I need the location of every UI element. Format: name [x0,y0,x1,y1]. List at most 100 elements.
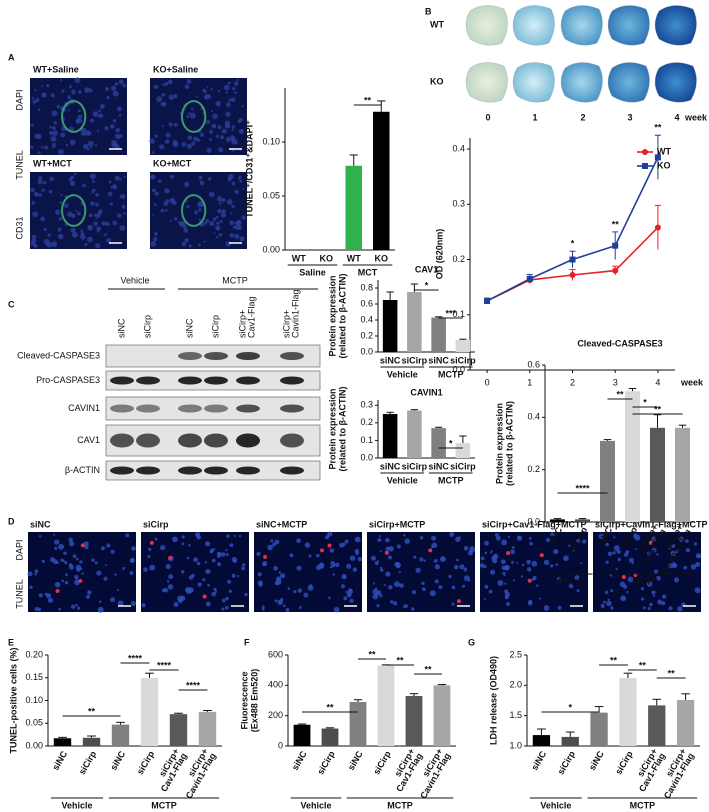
panel-letter: A [8,52,15,62]
nucleus [385,537,390,543]
band [204,352,228,360]
nucleus [42,180,47,185]
nucleus [50,557,56,563]
nucleus [157,179,162,183]
point [654,154,661,161]
nucleus [504,564,510,571]
nucleus [646,581,653,587]
nucleus [270,539,274,543]
nucleus [221,607,225,611]
nucleus [231,128,234,132]
nucleus [330,561,336,566]
nucleus [84,243,88,247]
nucleus [173,94,178,99]
nucleus [604,590,609,595]
nucleus [694,587,701,594]
nucleus [38,534,42,538]
nucleus [96,230,99,233]
nucleus [282,604,286,608]
nucleus [92,111,99,118]
tunel-spot [55,588,60,593]
nucleus [226,534,230,538]
row-label: β-ACTIN [65,465,100,475]
nucleus [490,549,493,552]
nucleus [70,227,76,233]
nucleus [550,564,554,568]
nucleus [44,592,48,596]
bar [675,427,690,522]
band [280,376,304,385]
nucleus [109,202,114,206]
vessel [181,100,207,133]
band [136,376,160,385]
bar [619,678,637,746]
bar [648,705,666,746]
nucleus [219,219,223,223]
nucleus [385,571,391,577]
nucleus [389,600,394,604]
nucleus [180,570,185,574]
nucleus [152,237,158,242]
tunel-spot [539,553,544,558]
nucleus [325,535,330,540]
nucleus [198,243,201,247]
nucleus [115,134,121,140]
nucleus [429,590,436,597]
nucleus [69,139,76,146]
band [236,404,260,413]
nucleus [98,600,102,604]
x-tick-label: KO [320,253,334,263]
nucleus [198,218,202,222]
x-tick-label: siNC [346,749,365,772]
group-label: Vehicle [300,800,331,810]
panel-letter: D [8,516,15,526]
nucleus [84,545,89,550]
nucleus [430,535,437,541]
nucleus [100,546,106,551]
nucleus [193,557,199,563]
nucleus [685,548,691,553]
nucleus [77,109,81,113]
nucleus [68,563,73,567]
group-label: Vehicle [120,275,149,285]
nucleus [67,109,71,112]
nucleus [568,583,574,589]
nucleus [114,573,117,576]
nucleus [90,173,96,180]
significance-label: ** [616,389,624,399]
image-label: siNC [30,519,51,529]
nucleus [216,196,223,202]
bar [293,724,311,746]
nucleus [354,536,361,543]
band [178,352,202,360]
column-label: 2 [580,112,585,122]
nucleus [238,534,242,538]
nucleus [86,147,90,151]
nucleus [431,545,434,548]
tunel-spot [263,554,268,559]
nucleus [459,564,465,570]
nucleus [150,241,157,247]
nucleus [30,187,35,193]
nucleus [488,589,493,594]
nucleus [217,208,222,214]
nucleus [167,584,174,590]
tissue [512,5,555,46]
nucleus [75,564,82,571]
nucleus [60,194,63,197]
nucleus [329,548,335,553]
nucleus [690,564,697,570]
significance-label: * [568,702,572,712]
nucleus [489,551,492,554]
x-tick-label: KO [375,253,389,263]
tunel-spot [621,575,626,580]
nucleus [186,205,190,209]
nucleus [153,203,157,207]
nucleus [106,95,110,100]
band [178,376,202,385]
nucleus [652,590,656,595]
nucleus [58,543,64,550]
point [612,267,619,274]
nucleus [165,564,171,570]
nucleus [223,84,230,91]
